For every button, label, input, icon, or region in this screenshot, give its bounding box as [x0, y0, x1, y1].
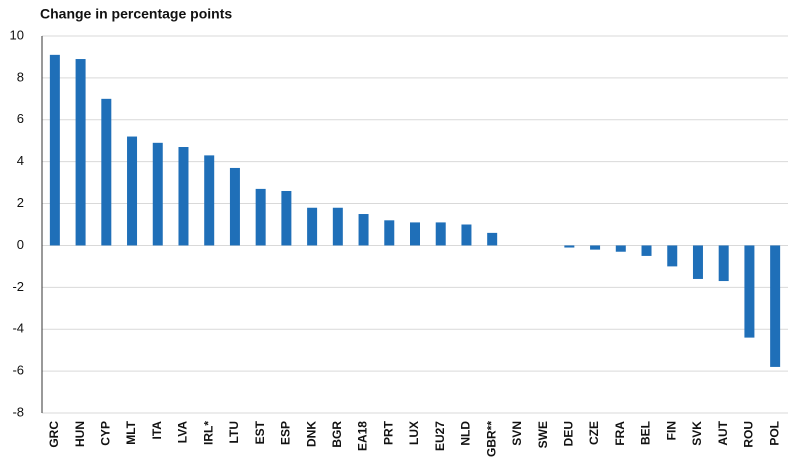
- bar: [75, 59, 86, 246]
- bar: [204, 155, 215, 246]
- x-tick-label: IRL*: [201, 421, 215, 445]
- bar: [152, 142, 163, 246]
- bar: [744, 245, 755, 338]
- y-tick-label: 6: [17, 111, 24, 126]
- x-tick-label: LTU: [227, 421, 241, 443]
- x-tick-label: AUT: [716, 420, 730, 445]
- bar: [641, 245, 652, 256]
- x-tick-label: MLT: [124, 420, 138, 444]
- bar: [358, 214, 369, 246]
- x-tick-label: POL: [767, 421, 781, 446]
- bar: [435, 222, 446, 246]
- x-tick-label: EU27: [433, 421, 447, 451]
- x-tick-label: SWE: [536, 421, 550, 448]
- x-tick-label: SVK: [690, 421, 704, 446]
- bar: [692, 245, 703, 279]
- x-tick-label: EA18: [356, 421, 370, 451]
- bar: [564, 245, 575, 248]
- bar: [718, 245, 729, 282]
- x-tick-label: LUX: [407, 421, 421, 445]
- bar: [49, 54, 60, 246]
- y-tick-label: -4: [12, 321, 24, 336]
- y-tick-label: -6: [12, 363, 24, 378]
- chart-title: Change in percentage points: [40, 6, 232, 22]
- bar: [461, 224, 472, 246]
- bar: [384, 220, 395, 246]
- bar: [410, 222, 420, 246]
- x-tick-label: FRA: [613, 421, 627, 446]
- y-tick-label: 8: [17, 69, 24, 84]
- x-tick-label: GRC: [47, 421, 61, 448]
- bar: [281, 190, 292, 246]
- x-tick-label: GBR**: [484, 421, 498, 457]
- y-tick-label: -8: [12, 404, 24, 419]
- y-tick-label: 4: [17, 153, 24, 168]
- x-tick-label: BGR: [330, 421, 344, 448]
- x-tick-label: ITA: [150, 421, 164, 440]
- x-tick-label: DNK: [304, 421, 318, 447]
- bar: [332, 207, 343, 246]
- x-tick-label: NLD: [459, 421, 473, 446]
- y-tick-label: 2: [17, 195, 24, 210]
- bar: [178, 147, 189, 246]
- bar: [487, 232, 498, 246]
- bar: [127, 136, 138, 246]
- y-tick-label: 10: [10, 27, 24, 42]
- bar: [667, 245, 678, 267]
- x-tick-label: SVN: [510, 421, 524, 446]
- bar: [770, 245, 781, 367]
- x-tick-label: DEU: [562, 421, 576, 446]
- x-tick-label: BEL: [639, 421, 653, 445]
- x-tick-label: PRT: [381, 420, 395, 445]
- bar: [229, 167, 240, 246]
- x-tick-label: ROU: [742, 421, 756, 448]
- x-tick-label: FIN: [664, 421, 678, 440]
- bar: [101, 98, 112, 246]
- bar: [255, 188, 266, 246]
- bar: [615, 245, 626, 252]
- bar: [307, 207, 318, 246]
- x-tick-label: CZE: [587, 421, 601, 445]
- x-tick-label: HUN: [73, 421, 87, 447]
- x-tick-label: CYP: [98, 421, 112, 446]
- y-tick-label: 0: [17, 237, 24, 252]
- bar: [590, 245, 601, 250]
- x-tick-label: EST: [253, 420, 267, 444]
- y-tick-label: -2: [12, 279, 24, 294]
- x-tick-label: ESP: [279, 421, 293, 445]
- x-tick-label: LVA: [176, 421, 190, 444]
